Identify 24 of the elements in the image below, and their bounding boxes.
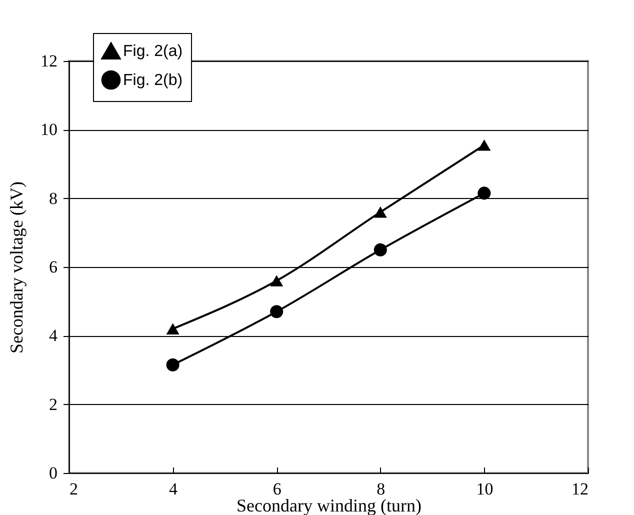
y-tick-label: 6 [49,258,58,276]
x-tick-label: 12 [572,480,588,498]
point [166,323,180,334]
x-tick-label: 8 [376,480,386,498]
point [166,358,180,372]
y-axis-title: Secondary voltage (kV) [6,182,26,354]
point [270,305,284,318]
legend-label: Fig. 2(a) [123,43,183,60]
point [478,186,491,200]
legend-label: Fig. 2(b) [123,72,183,89]
y-tick-label: 0 [49,464,58,482]
x-tick-label: 4 [169,480,178,498]
y-tick-label: 8 [49,188,58,208]
x-tick-label: 2 [70,480,78,498]
y-tick-label: 12 [40,52,58,70]
point [478,139,491,151]
y-tick-label: 10 [40,120,58,140]
point [374,243,387,256]
x-tick-label: 6 [272,480,282,498]
point [270,275,284,286]
y-tick-label: 2 [49,394,58,414]
x-tick-label: 10 [476,480,494,498]
point [374,206,387,218]
y-tick-label: 4 [49,326,58,346]
